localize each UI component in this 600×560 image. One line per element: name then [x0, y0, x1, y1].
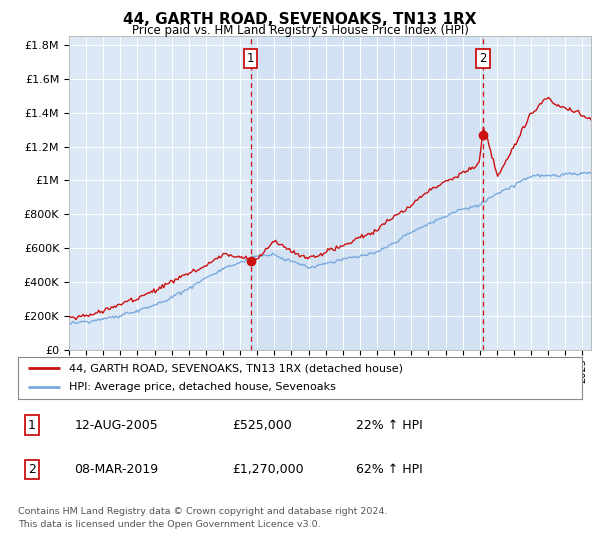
- Text: 2: 2: [479, 52, 487, 65]
- Text: 22% ↑ HPI: 22% ↑ HPI: [356, 418, 423, 432]
- Text: 44, GARTH ROAD, SEVENOAKS, TN13 1RX (detached house): 44, GARTH ROAD, SEVENOAKS, TN13 1RX (det…: [69, 363, 403, 373]
- Text: 12-AUG-2005: 12-AUG-2005: [74, 418, 158, 432]
- Text: 1: 1: [247, 52, 254, 65]
- Text: HPI: Average price, detached house, Sevenoaks: HPI: Average price, detached house, Seve…: [69, 382, 335, 393]
- Bar: [251, 36, 483, 350]
- Text: £1,270,000: £1,270,000: [232, 463, 304, 477]
- Text: Contains HM Land Registry data © Crown copyright and database right 2024.: Contains HM Land Registry data © Crown c…: [18, 507, 388, 516]
- Text: 2: 2: [28, 463, 36, 477]
- Text: Price paid vs. HM Land Registry's House Price Index (HPI): Price paid vs. HM Land Registry's House …: [131, 24, 469, 37]
- Text: 1: 1: [28, 418, 36, 432]
- Text: 44, GARTH ROAD, SEVENOAKS, TN13 1RX: 44, GARTH ROAD, SEVENOAKS, TN13 1RX: [123, 12, 477, 27]
- Text: 08-MAR-2019: 08-MAR-2019: [74, 463, 158, 477]
- Text: This data is licensed under the Open Government Licence v3.0.: This data is licensed under the Open Gov…: [18, 520, 320, 529]
- Text: 62% ↑ HPI: 62% ↑ HPI: [356, 463, 423, 477]
- Text: £525,000: £525,000: [232, 418, 292, 432]
